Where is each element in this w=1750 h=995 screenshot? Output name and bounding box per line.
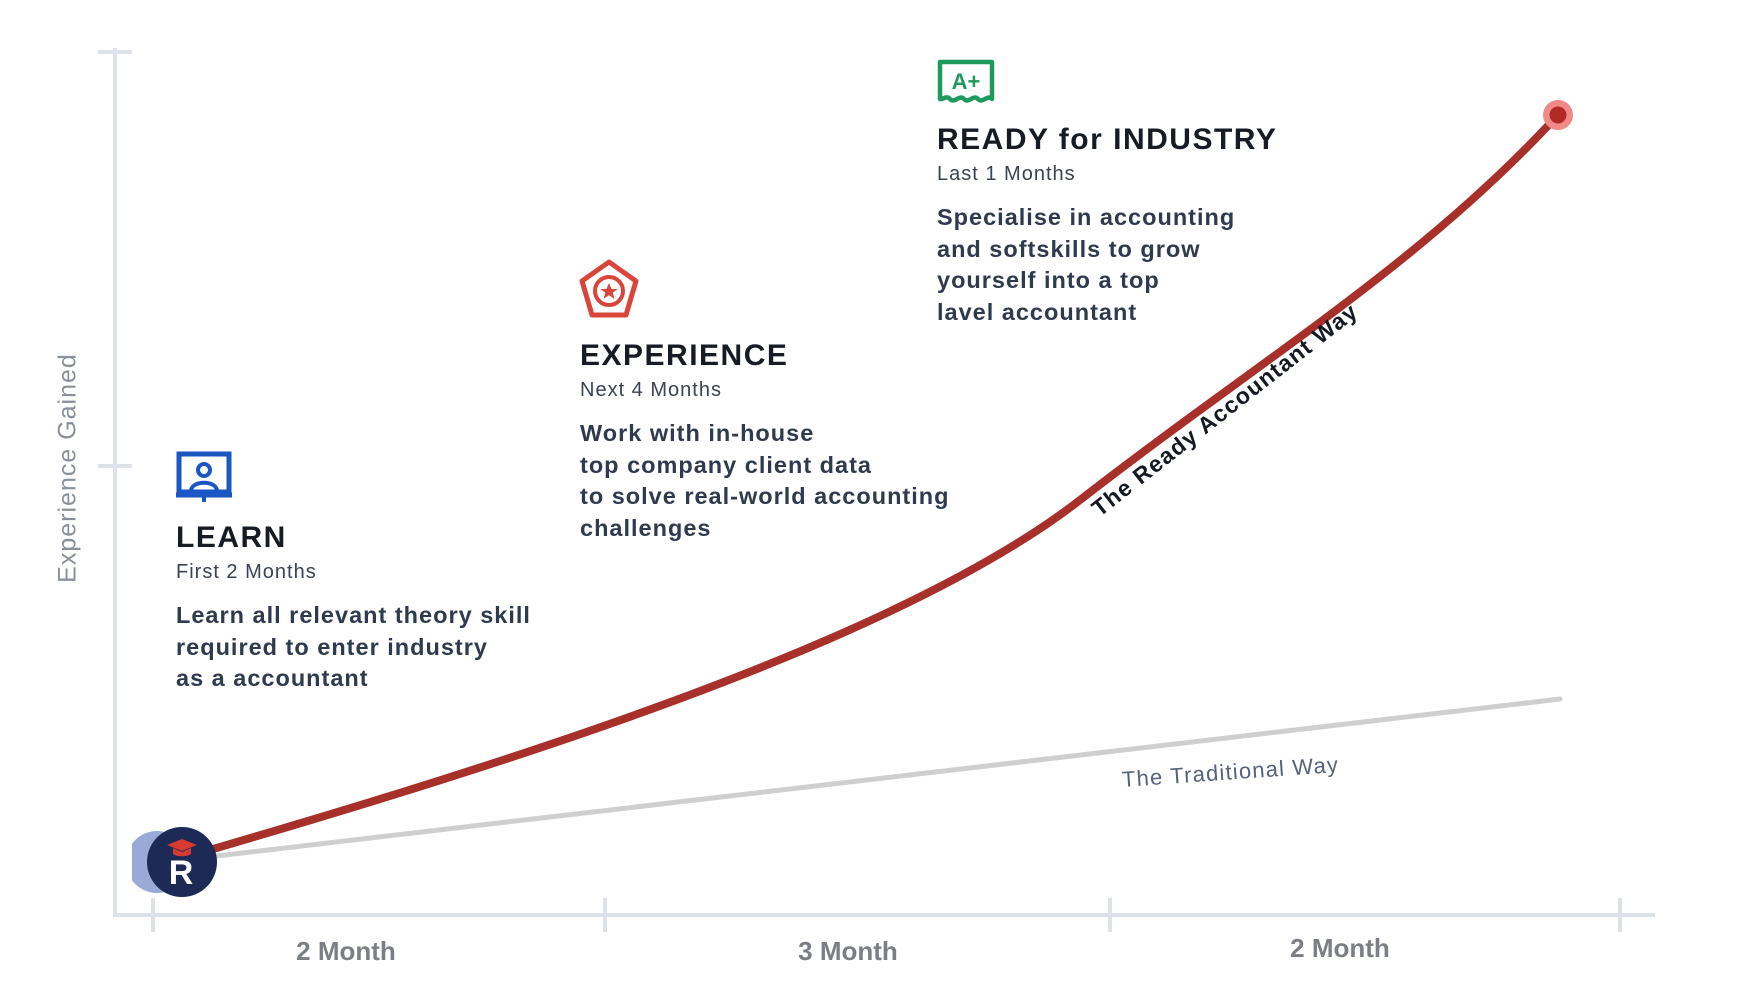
- traditional-way-line: [179, 696, 1563, 863]
- stage-experience-description: Work with in-house top company client da…: [580, 420, 950, 541]
- stage-learn-period: First 2 Months: [176, 561, 317, 583]
- stage-learn-title: LEARN: [176, 521, 287, 554]
- logo-letter: R: [169, 854, 194, 892]
- stage-ready-title: READY for INDUSTRY: [937, 123, 1278, 156]
- stage-experience-period: Next 4 Months: [580, 379, 722, 401]
- stage-learn-description: Learn all relevant theory skill required…: [176, 602, 531, 691]
- stage-learn: LEARN First 2 Months Learn all relevant …: [176, 521, 596, 695]
- stage-ready: READY for INDUSTRY Last 1 Months Special…: [937, 123, 1397, 328]
- ready-accountant-logo: R: [132, 827, 217, 897]
- graduation-cap-icon: [167, 839, 197, 857]
- x-axis-label-1: 2 Month: [296, 936, 396, 966]
- certificate-icon-text: A+: [952, 69, 981, 94]
- stage-ready-period: Last 1 Months: [937, 163, 1076, 185]
- logo-circle: [147, 827, 217, 897]
- x-axis-label-3: 2 Month: [1290, 933, 1390, 963]
- stage-experience: EXPERIENCE Next 4 Months Work with in-ho…: [580, 339, 1040, 544]
- stage-experience-title: EXPERIENCE: [580, 339, 789, 372]
- stage-ready-description: Specialise in accounting and softskills …: [937, 204, 1236, 325]
- pentagon-star-icon: [579, 259, 639, 318]
- y-axis-label: Experience Gained: [53, 353, 82, 583]
- ready-way-curve: [178, 111, 1562, 862]
- x-axis-label-2: 3 Month: [798, 936, 898, 966]
- certificate-a-plus-icon: A+: [937, 59, 995, 103]
- presentation-screen-icon: [176, 451, 232, 502]
- curve-end-point: [1549, 106, 1567, 124]
